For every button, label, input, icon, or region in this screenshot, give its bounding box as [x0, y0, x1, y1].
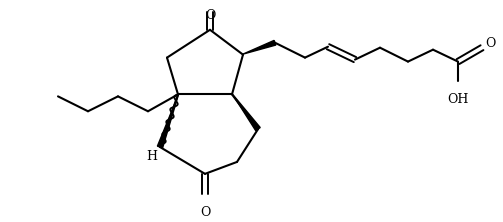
Polygon shape [243, 40, 276, 54]
Polygon shape [157, 95, 179, 148]
Text: O: O [485, 37, 495, 50]
Text: O: O [205, 9, 215, 22]
Text: OH: OH [447, 93, 469, 106]
Polygon shape [232, 94, 260, 131]
Text: O: O [200, 206, 210, 219]
Text: H: H [146, 151, 157, 163]
